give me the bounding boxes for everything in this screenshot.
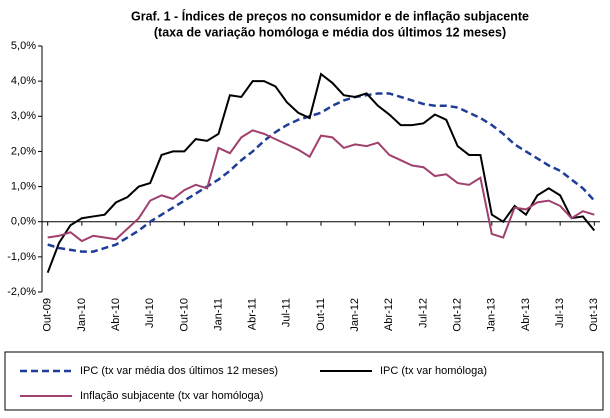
x-tick-label: Abr-10 [110,298,122,331]
x-tick-label: Out-13 [588,298,600,332]
x-tick-label: Out-11 [315,298,327,331]
x-tick-label: Jan-12 [349,298,361,332]
legend-label: Inflação subjacente (tx var homóloga) [80,390,263,402]
y-tick-label: 2,0% [11,145,36,157]
legend-label: IPC (tx var homóloga) [380,365,487,377]
x-tick-label: Out-10 [178,298,190,332]
legend-box [4,351,604,411]
series-line [47,129,595,243]
series-line [47,92,596,253]
y-tick-label: 1,0% [11,180,36,192]
chart-title: Graf. 1 - Índices de preços no consumido… [131,8,529,23]
x-tick-label: Out-09 [42,298,54,332]
series-line [46,72,596,274]
chart-subtitle: (taxa de variação homóloga e média dos ú… [154,25,506,39]
x-tick-label: Jul-12 [417,298,429,328]
x-tick-label: Jan-13 [486,298,498,332]
x-tick-label: Abr-12 [383,298,395,331]
x-tick-label: Jan-11 [212,298,224,331]
y-tick-label: 0,0% [11,216,36,228]
y-tick-label: 3,0% [11,110,36,122]
x-tick-label: Abr-11 [247,298,259,330]
y-tick-label: -1,0% [7,251,36,263]
x-tick-label: Abr-13 [520,298,532,331]
y-tick-label: -2,0% [7,286,36,298]
x-tick-label: Jul-10 [144,298,156,328]
x-tick-label: Jul-11 [281,298,293,327]
legend-label: IPC (tx var média dos últimos 12 meses) [80,365,278,377]
x-tick-label: Jul-13 [554,298,566,328]
x-tick-label: Out-12 [452,298,464,332]
y-tick-label: 5,0% [11,40,36,52]
y-tick-label: 4,0% [11,75,36,87]
x-tick-label: Jan-10 [76,298,88,332]
